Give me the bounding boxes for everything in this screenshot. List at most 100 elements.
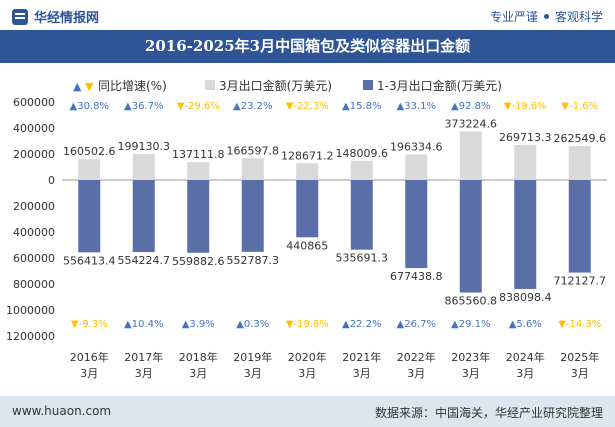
value-label-single-month: 262549.6	[554, 132, 607, 145]
yoy-label-single-month: ▲36.7%	[124, 101, 163, 112]
yoy-label-single-month: ▼-22.3%	[286, 101, 329, 112]
y-tick-label: 600000	[13, 252, 55, 265]
yoy-label-cumulative: ▼-9.3%	[71, 319, 108, 330]
y-axis: 600000 400000 200000 0 200000 400000 600000 800…	[6, 96, 55, 343]
x-tick-label-month: 3月	[516, 367, 534, 380]
yoy-label-cumulative: ▲29.1%	[451, 319, 490, 330]
x-tick-label-month: 3月	[407, 367, 425, 380]
legend-label-cumulative: 1-3月出口金额(万美元)	[377, 78, 502, 93]
top-bar: 华经情报网 专业严谨 客观科学	[0, 0, 615, 30]
yoy-label-cumulative: ▲5.6%	[509, 319, 542, 330]
bar-single-month	[241, 158, 264, 180]
x-tick-label-year: 2020年	[288, 350, 327, 364]
value-label-cumulative: 554224.7	[118, 254, 171, 267]
slogan-tags: 专业严谨 客观科学	[490, 8, 603, 25]
legend: ▲ ▼ 同比增速(%) 3月出口金额(万美元) 1-3月出口金额(万美元)	[73, 78, 502, 93]
yoy-label-single-month: ▲15.8%	[342, 101, 381, 112]
footer: www.huaon.com 数据来源：中国海关，华经产业研究院整理	[0, 396, 615, 427]
x-tick-label-year: 2021年	[342, 350, 381, 364]
value-label-cumulative: 865560.8	[445, 295, 498, 308]
yoy-label-single-month: ▲33.1%	[397, 101, 436, 112]
bar-cumulative	[350, 180, 373, 250]
x-tick-label-month: 3月	[135, 367, 153, 380]
yoy-label-single-month: ▲30.8%	[70, 101, 109, 112]
x-tick-label-month: 3月	[189, 367, 207, 380]
value-label-cumulative: 838098.4	[499, 291, 552, 304]
yoy-label-single-month: ▼-1.6%	[561, 101, 598, 112]
x-tick-label-year: 2016年	[70, 350, 109, 364]
y-tick-label: 400000	[13, 122, 55, 135]
value-label-cumulative: 712127.7	[554, 275, 607, 288]
x-tick-label-month: 3月	[462, 367, 480, 380]
value-label-single-month: 199130.3	[118, 140, 171, 153]
value-label-single-month: 160502.6	[63, 145, 116, 158]
value-label-single-month: 137111.8	[172, 148, 225, 161]
yoy-labels-single-month: ▲30.8% ▲36.7% ▼-29.6% ▲23.2% ▼-22.3% ▲15.8% ▲3…	[70, 101, 599, 112]
x-tick-label-month: 3月	[298, 367, 316, 380]
value-label-single-month: 148009.6	[336, 147, 389, 160]
yoy-label-cumulative: ▲22.2%	[342, 319, 381, 330]
chart-area: ▲ ▼ 同比增速(%) 3月出口金额(万美元) 1-3月出口金额(万美元) 60…	[6, 78, 607, 380]
value-label-single-month: 128671.2	[281, 149, 334, 162]
slogan-tag-2: 客观科学	[554, 10, 603, 24]
value-label-cumulative: 559882.6	[172, 255, 225, 268]
legend-label-yoy: 同比增速(%)	[98, 79, 167, 93]
bar-cumulative	[241, 180, 264, 252]
bar-cumulative	[405, 180, 428, 269]
bar-cumulative	[514, 180, 537, 289]
y-tick-label: 1200000	[6, 330, 55, 343]
bar-cumulative	[459, 180, 482, 293]
value-label-cumulative: 440865	[286, 239, 328, 252]
legend-label-single-month: 3月出口金额(万美元)	[219, 78, 332, 93]
x-tick-label-month: 3月	[571, 367, 589, 380]
yoy-label-cumulative: ▲10.4%	[124, 319, 163, 330]
slogan-tag-1: 专业严谨	[489, 10, 538, 24]
footer-source: 数据来源：中国海关，华经产业研究院整理	[374, 406, 603, 420]
brand-logo-icon	[12, 8, 28, 25]
bar-single-month	[405, 154, 428, 180]
bar-single-month	[296, 163, 319, 180]
yoy-label-single-month: ▲92.8%	[451, 101, 490, 112]
y-tick-label: 600000	[13, 96, 55, 109]
bar-cumulative	[132, 180, 155, 253]
bar-single-month	[514, 144, 537, 180]
yoy-label-single-month: ▼-19.6%	[504, 101, 547, 112]
legend-swatch-single-month	[205, 80, 215, 90]
footer-url: www.huaon.com	[12, 404, 112, 418]
x-tick-label-year: 2024年	[506, 350, 545, 364]
yoy-label-single-month: ▼-29.6%	[177, 101, 220, 112]
brand-name: 华经情报网	[34, 11, 100, 26]
brand: 华经情报网	[12, 7, 99, 26]
x-axis: 2016年 3月 2017年 3月 2018年 3月 2019年 3月 2020年 3月 2021年…	[70, 350, 600, 380]
value-labels-cumulative: 556413.4 554224.7 559882.6 552787.3 440865 53…	[63, 239, 606, 307]
x-tick-label-year: 2025年	[560, 350, 599, 364]
legend-down-triangle-icon: ▼	[85, 80, 94, 93]
y-tick-label: 200000	[13, 148, 55, 161]
y-tick-label: 0	[48, 174, 55, 187]
x-tick-label-month: 3月	[244, 367, 262, 380]
bars-cumulative	[78, 180, 591, 293]
value-label-single-month: 166597.8	[227, 144, 280, 157]
yoy-label-cumulative: ▼-14.3%	[558, 319, 601, 330]
bar-single-month	[187, 162, 210, 180]
value-label-cumulative: 677438.8	[390, 270, 443, 283]
bar-cumulative	[187, 180, 210, 253]
x-tick-label-year: 2017年	[124, 350, 163, 364]
x-tick-label-month: 3月	[353, 367, 371, 380]
yoy-label-cumulative: ▲0.3%	[236, 319, 269, 330]
yoy-labels-cumulative: ▼-9.3% ▲10.4% ▲3.9% ▲0.3% ▼-19.8% ▲22.2% ▲26.7…	[71, 319, 601, 330]
value-label-cumulative: 535691.3	[336, 252, 389, 265]
x-tick-label-month: 3月	[80, 367, 98, 380]
legend-up-triangle-icon: ▲	[73, 80, 82, 93]
yoy-label-cumulative: ▲26.7%	[397, 319, 436, 330]
x-tick-label-year: 2019年	[233, 350, 272, 364]
value-label-single-month: 269713.3	[499, 131, 552, 144]
yoy-label-cumulative: ▼-19.8%	[286, 319, 329, 330]
bars-single-month	[78, 131, 591, 180]
value-label-single-month: 373224.6	[445, 117, 498, 130]
bar-single-month	[350, 160, 373, 180]
x-tick-label-year: 2022年	[397, 350, 436, 364]
bar-cumulative	[296, 180, 319, 238]
x-tick-label-year: 2018年	[179, 350, 218, 364]
